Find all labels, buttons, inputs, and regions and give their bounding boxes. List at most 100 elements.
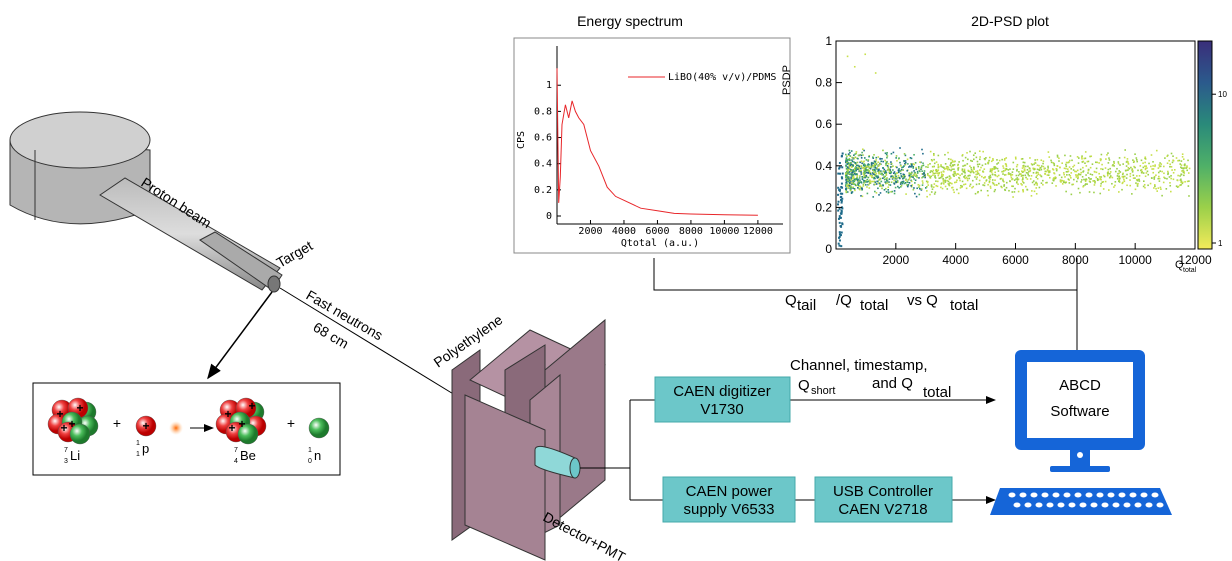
scatter-point xyxy=(1137,178,1139,181)
scatter-point xyxy=(1158,164,1161,166)
scatter-point xyxy=(1082,185,1084,188)
scatter-point xyxy=(873,165,876,167)
scatter-point xyxy=(974,176,976,178)
scatter-point xyxy=(845,168,848,170)
scatter-point xyxy=(863,165,866,168)
scatter-point xyxy=(1104,167,1107,169)
scatter-point xyxy=(1099,159,1102,162)
scatter-point xyxy=(840,225,843,228)
scatter-point xyxy=(857,166,859,169)
scatter-point xyxy=(845,175,848,178)
scatter-point xyxy=(1135,159,1138,161)
scatter-point xyxy=(1029,169,1032,172)
scatter-point xyxy=(1159,165,1162,168)
scatter-point xyxy=(916,170,919,173)
charge-sign: + xyxy=(142,419,149,433)
scatter-point xyxy=(874,163,876,165)
scatter-point xyxy=(1134,153,1136,155)
scatter-point xyxy=(932,172,935,175)
scatter-point xyxy=(998,159,1001,162)
scatter-point xyxy=(950,158,952,161)
scatter-point xyxy=(867,176,870,179)
scatter-point xyxy=(867,163,870,165)
element-symbol: p xyxy=(142,441,149,456)
scatter-point xyxy=(838,172,841,175)
scatter-point xyxy=(971,160,973,162)
scatter-point xyxy=(1125,165,1128,167)
scatter-point xyxy=(1134,188,1137,191)
scatter-point xyxy=(1118,175,1121,178)
scatter-point xyxy=(1068,166,1071,168)
scatter-point xyxy=(875,167,877,169)
scatter-point xyxy=(860,160,863,163)
y-tick-label: 0 xyxy=(825,242,832,256)
scatter-point xyxy=(921,173,923,175)
scatter-point xyxy=(921,180,924,182)
scatter-point xyxy=(921,184,924,186)
scatter-point xyxy=(996,175,999,178)
scatter-point xyxy=(1081,156,1083,159)
scatter-point xyxy=(1119,177,1121,180)
scatter-point xyxy=(978,179,981,182)
scatter-point xyxy=(896,166,898,169)
scatter-point xyxy=(1061,179,1064,182)
scatter-point xyxy=(883,189,886,191)
scatter-point xyxy=(912,188,915,191)
scatter-point xyxy=(880,180,883,183)
scatter-point xyxy=(887,166,890,168)
scatter-point xyxy=(989,170,992,173)
scatter-point xyxy=(852,181,855,183)
scatter-point xyxy=(1015,165,1018,168)
scatter-point xyxy=(926,190,928,192)
axis-label: total xyxy=(1183,267,1197,274)
scatter-point xyxy=(1090,178,1092,180)
scatter-point xyxy=(1079,168,1082,171)
scatter-point xyxy=(1024,174,1027,177)
scatter-point xyxy=(1004,163,1007,165)
scatter-point xyxy=(1084,184,1087,186)
scatter-point xyxy=(848,181,851,184)
scatter-point xyxy=(1172,155,1174,157)
scatter-point xyxy=(1073,164,1076,167)
scatter-point xyxy=(879,157,881,160)
scatter-point xyxy=(903,175,906,178)
psd-label: total xyxy=(950,297,978,314)
scatter-point xyxy=(1016,178,1019,181)
scatter-point xyxy=(988,177,991,179)
scatter-point xyxy=(982,150,984,153)
scatter-point xyxy=(1116,167,1118,170)
scatter-point xyxy=(906,158,909,161)
scatter-point xyxy=(912,176,914,178)
scatter-point xyxy=(884,181,887,183)
y-tick-label: 1 xyxy=(546,80,552,91)
scatter-point xyxy=(848,157,851,160)
scatter-point xyxy=(1020,170,1023,173)
scatter-point xyxy=(1157,171,1160,174)
scatter-point xyxy=(923,174,926,177)
scatter-point xyxy=(1023,168,1026,171)
scatter-point xyxy=(841,207,844,210)
scatter-point xyxy=(1144,175,1147,178)
scatter-point xyxy=(1015,157,1017,160)
scatter-point xyxy=(904,163,907,166)
scatter-point xyxy=(1163,172,1165,175)
scatter-point xyxy=(839,212,842,215)
scatter-point xyxy=(1132,174,1135,177)
scatter-point xyxy=(860,167,862,170)
scatter-point xyxy=(936,180,939,183)
scatter-point xyxy=(959,187,962,189)
scatter-point xyxy=(932,165,935,168)
scatter-point xyxy=(997,170,1000,172)
scatter-point xyxy=(953,191,955,194)
scatter-point xyxy=(917,166,920,168)
key xyxy=(1030,492,1038,498)
scatter-point xyxy=(858,170,861,173)
scatter-point xyxy=(902,180,905,183)
scatter-point xyxy=(1065,170,1068,173)
scatter-point xyxy=(889,169,892,171)
x-tick-label: 6000 xyxy=(645,226,669,237)
scatter-point xyxy=(1154,165,1156,168)
scatter-point xyxy=(862,176,865,179)
scatter-point xyxy=(892,172,895,175)
scatter-point xyxy=(994,179,996,181)
